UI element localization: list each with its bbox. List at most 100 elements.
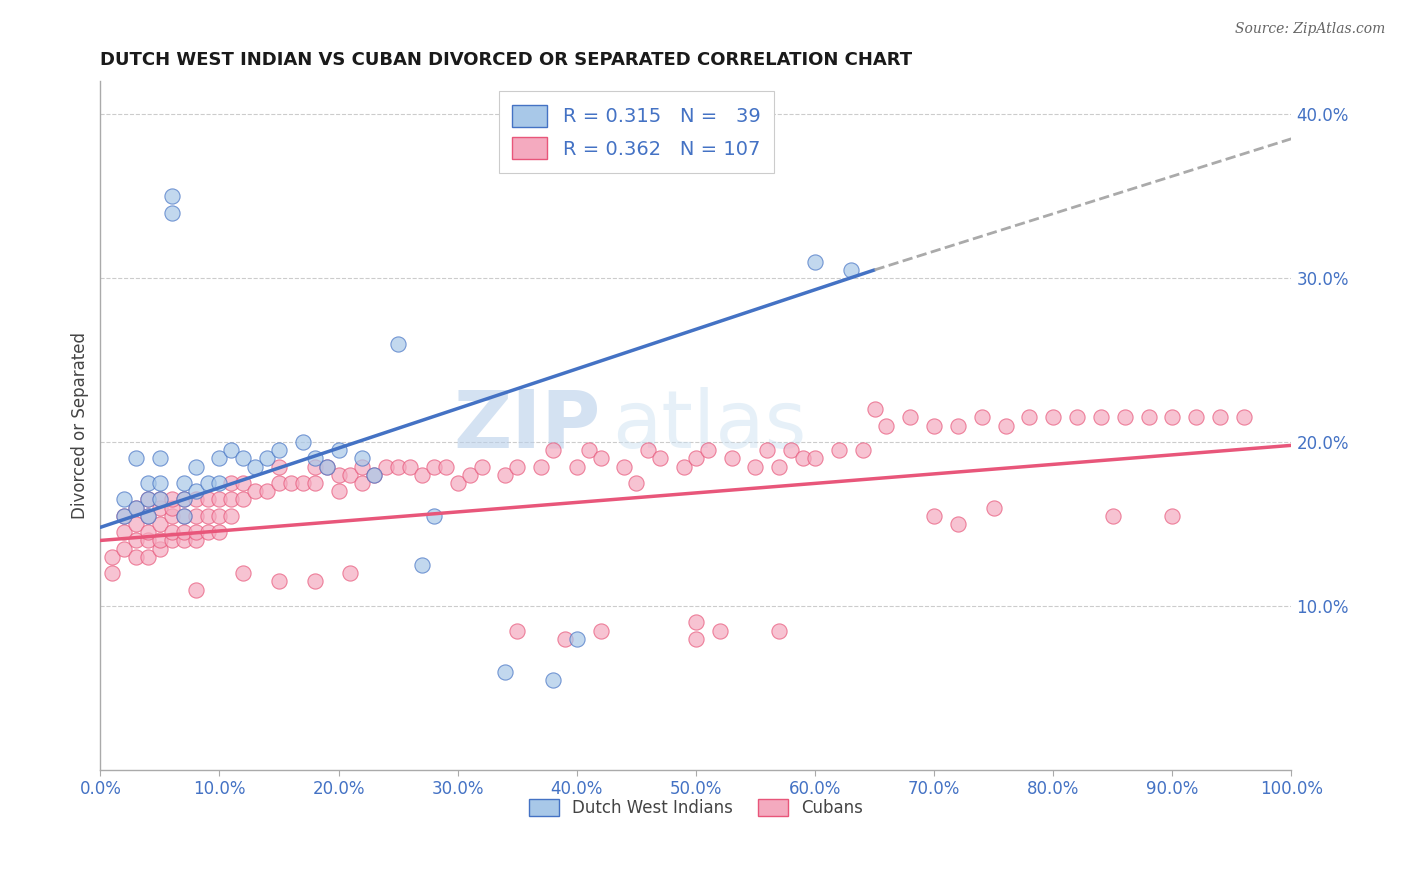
Point	[208, 492, 231, 507]
Point	[696, 443, 718, 458]
Point	[637, 443, 659, 458]
Point	[267, 459, 290, 474]
Point	[1161, 508, 1184, 523]
Point	[136, 492, 159, 507]
Point	[768, 459, 790, 474]
Point	[898, 410, 921, 425]
Y-axis label: Divorced or Separated: Divorced or Separated	[72, 332, 89, 519]
Point	[685, 632, 707, 646]
Point	[875, 418, 897, 433]
Point	[197, 508, 219, 523]
Point	[363, 467, 385, 482]
Point	[1066, 410, 1088, 425]
Point	[792, 451, 814, 466]
Point	[922, 418, 945, 433]
Point	[256, 484, 278, 499]
Point	[136, 508, 159, 523]
Point	[315, 459, 337, 474]
Point	[458, 467, 481, 482]
Point	[1185, 410, 1208, 425]
Point	[160, 525, 183, 540]
Point	[352, 476, 374, 491]
Point	[112, 525, 135, 540]
Point	[1018, 410, 1040, 425]
Point	[839, 263, 862, 277]
Legend: Dutch West Indians, Cubans: Dutch West Indians, Cubans	[522, 792, 870, 823]
Point	[304, 476, 326, 491]
Point	[184, 533, 207, 548]
Point	[125, 533, 148, 548]
Point	[125, 451, 148, 466]
Point	[149, 500, 172, 515]
Point	[245, 484, 267, 499]
Point	[1114, 410, 1136, 425]
Point	[267, 476, 290, 491]
Point	[411, 467, 433, 482]
Point	[160, 492, 183, 507]
Point	[197, 492, 219, 507]
Point	[101, 549, 124, 564]
Point	[328, 443, 350, 458]
Point	[1161, 410, 1184, 425]
Point	[160, 500, 183, 515]
Point	[352, 451, 374, 466]
Point	[565, 632, 588, 646]
Point	[232, 492, 254, 507]
Point	[328, 484, 350, 499]
Point	[589, 451, 612, 466]
Point	[328, 467, 350, 482]
Point	[267, 443, 290, 458]
Point	[399, 459, 422, 474]
Point	[709, 624, 731, 638]
Point	[232, 476, 254, 491]
Point	[173, 508, 195, 523]
Point	[221, 508, 243, 523]
Point	[363, 467, 385, 482]
Point	[160, 508, 183, 523]
Text: Source: ZipAtlas.com: Source: ZipAtlas.com	[1234, 22, 1385, 37]
Point	[173, 492, 195, 507]
Point	[267, 574, 290, 589]
Point	[650, 451, 672, 466]
Point	[125, 500, 148, 515]
Point	[245, 459, 267, 474]
Point	[184, 525, 207, 540]
Point	[173, 525, 195, 540]
Point	[136, 492, 159, 507]
Point	[423, 459, 446, 474]
Text: ZIP: ZIP	[453, 386, 600, 465]
Point	[173, 476, 195, 491]
Point	[291, 435, 314, 450]
Point	[197, 525, 219, 540]
Point	[197, 476, 219, 491]
Point	[780, 443, 803, 458]
Point	[447, 476, 470, 491]
Point	[554, 632, 576, 646]
Point	[494, 665, 516, 679]
Point	[136, 525, 159, 540]
Point	[922, 508, 945, 523]
Point	[221, 476, 243, 491]
Point	[315, 459, 337, 474]
Point	[136, 508, 159, 523]
Point	[375, 459, 398, 474]
Point	[208, 451, 231, 466]
Point	[160, 189, 183, 203]
Point	[626, 476, 648, 491]
Point	[685, 451, 707, 466]
Point	[125, 500, 148, 515]
Point	[994, 418, 1017, 433]
Point	[184, 459, 207, 474]
Point	[280, 476, 302, 491]
Point	[149, 476, 172, 491]
Point	[946, 418, 969, 433]
Point	[411, 558, 433, 572]
Point	[685, 615, 707, 630]
Point	[101, 566, 124, 581]
Point	[136, 476, 159, 491]
Point	[387, 336, 409, 351]
Point	[112, 508, 135, 523]
Point	[136, 533, 159, 548]
Point	[112, 541, 135, 556]
Point	[541, 673, 564, 687]
